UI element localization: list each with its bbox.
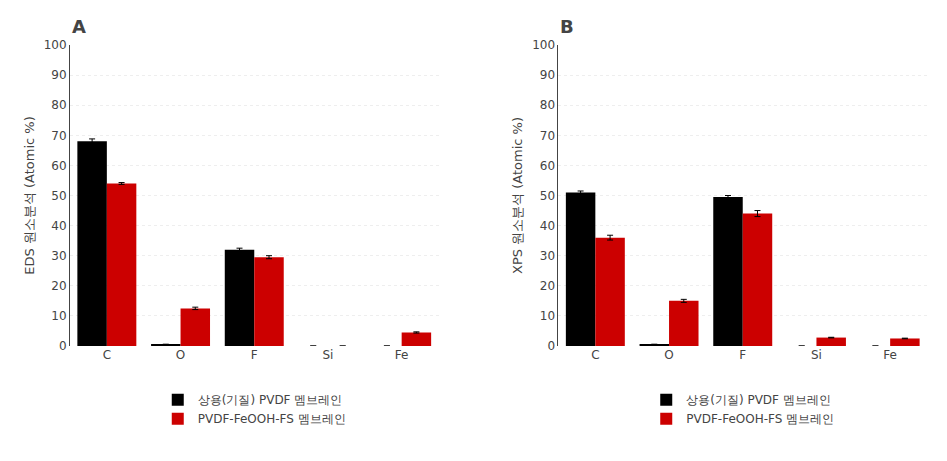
svg-text:C: C: [591, 348, 599, 362]
svg-text:XPS 원소분석 (Atomic %): XPS 원소분석 (Atomic %): [510, 117, 525, 274]
svg-text:20: 20: [51, 279, 66, 293]
svg-text:Si: Si: [322, 348, 333, 362]
svg-text:20: 20: [540, 279, 555, 293]
svg-text:80: 80: [540, 98, 555, 112]
svg-text:F: F: [739, 348, 746, 362]
svg-text:100: 100: [532, 38, 555, 52]
svg-text:10: 10: [51, 309, 66, 323]
svg-text:40: 40: [51, 219, 66, 233]
svg-text:B: B: [560, 16, 574, 37]
svg-text:70: 70: [540, 129, 555, 143]
svg-text:C: C: [103, 348, 111, 362]
svg-text:30: 30: [51, 249, 66, 263]
svg-text:80: 80: [51, 98, 66, 112]
svg-text:30: 30: [540, 249, 555, 263]
svg-text:60: 60: [51, 159, 66, 173]
svg-text:60: 60: [540, 159, 555, 173]
svg-text:50: 50: [540, 189, 555, 203]
svg-text:상용(기질) PVDF 멤브레인: 상용(기질) PVDF 멤브레인: [686, 393, 831, 407]
svg-text:100: 100: [44, 38, 67, 52]
svg-text:Si: Si: [811, 348, 822, 362]
svg-text:A: A: [72, 16, 86, 37]
svg-text:PVDF-FeOOH-FS 멤브레인: PVDF-FeOOH-FS 멤브레인: [198, 412, 346, 426]
svg-text:90: 90: [51, 68, 66, 82]
svg-text:O: O: [664, 348, 673, 362]
svg-text:90: 90: [540, 68, 555, 82]
svg-text:O: O: [176, 348, 185, 362]
svg-text:0: 0: [59, 339, 67, 353]
svg-text:상용(기질) PVDF 멤브레인: 상용(기질) PVDF 멤브레인: [198, 393, 343, 407]
svg-text:EDS 원소분석 (Atomic %): EDS 원소분석 (Atomic %): [22, 116, 37, 275]
svg-text:Fe: Fe: [883, 348, 897, 362]
svg-text:F: F: [251, 348, 258, 362]
svg-text:50: 50: [51, 189, 66, 203]
svg-text:70: 70: [51, 129, 66, 143]
svg-text:0: 0: [547, 339, 555, 353]
svg-text:Fe: Fe: [395, 348, 409, 362]
svg-text:40: 40: [540, 219, 555, 233]
svg-text:PVDF-FeOOH-FS 멤브레인: PVDF-FeOOH-FS 멤브레인: [686, 412, 834, 426]
svg-text:10: 10: [540, 309, 555, 323]
